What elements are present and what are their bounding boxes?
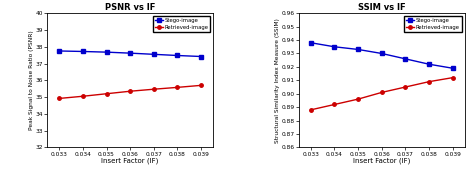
Stego-image xyxy=(151,53,156,55)
Stego-image xyxy=(174,54,180,57)
Stego-image xyxy=(426,63,432,65)
Title: PSNR vs IF: PSNR vs IF xyxy=(105,3,155,12)
Line: Stego-image: Stego-image xyxy=(57,49,203,58)
Legend: Stego-image, Retrieved-image: Stego-image, Retrieved-image xyxy=(153,16,210,32)
Line: Retrieved-image: Retrieved-image xyxy=(309,76,455,112)
X-axis label: Insert Factor (IF): Insert Factor (IF) xyxy=(101,158,159,164)
Retrieved-image xyxy=(104,93,109,95)
Retrieved-image xyxy=(151,88,156,90)
Line: Stego-image: Stego-image xyxy=(309,41,455,70)
Retrieved-image xyxy=(379,91,384,94)
Retrieved-image xyxy=(308,109,314,111)
Stego-image xyxy=(198,55,204,58)
Line: Retrieved-image: Retrieved-image xyxy=(57,84,203,100)
Retrieved-image xyxy=(402,86,408,88)
Stego-image xyxy=(56,50,62,52)
Stego-image xyxy=(332,46,337,48)
Retrieved-image xyxy=(128,90,133,92)
Retrieved-image xyxy=(450,77,456,79)
Stego-image xyxy=(450,67,456,69)
Retrieved-image xyxy=(56,97,62,100)
X-axis label: Insert Factor (IF): Insert Factor (IF) xyxy=(353,158,410,164)
Stego-image xyxy=(308,42,314,44)
Stego-image xyxy=(379,52,384,55)
Retrieved-image xyxy=(426,81,432,83)
Stego-image xyxy=(402,58,408,60)
Retrieved-image xyxy=(332,103,337,106)
Y-axis label: Structural Similarity Index Measure (SSIM): Structural Similarity Index Measure (SSI… xyxy=(275,18,280,143)
Stego-image xyxy=(104,51,109,53)
Legend: Stego-image, Retrieved-image: Stego-image, Retrieved-image xyxy=(404,16,462,32)
Retrieved-image xyxy=(198,84,204,87)
Y-axis label: Peak Signal to Noise Ratio (PSNR): Peak Signal to Noise Ratio (PSNR) xyxy=(29,30,34,130)
Stego-image xyxy=(80,50,86,53)
Stego-image xyxy=(356,48,361,51)
Retrieved-image xyxy=(80,95,86,97)
Title: SSIM vs IF: SSIM vs IF xyxy=(358,3,406,12)
Retrieved-image xyxy=(356,98,361,100)
Stego-image xyxy=(128,52,133,54)
Retrieved-image xyxy=(174,86,180,88)
